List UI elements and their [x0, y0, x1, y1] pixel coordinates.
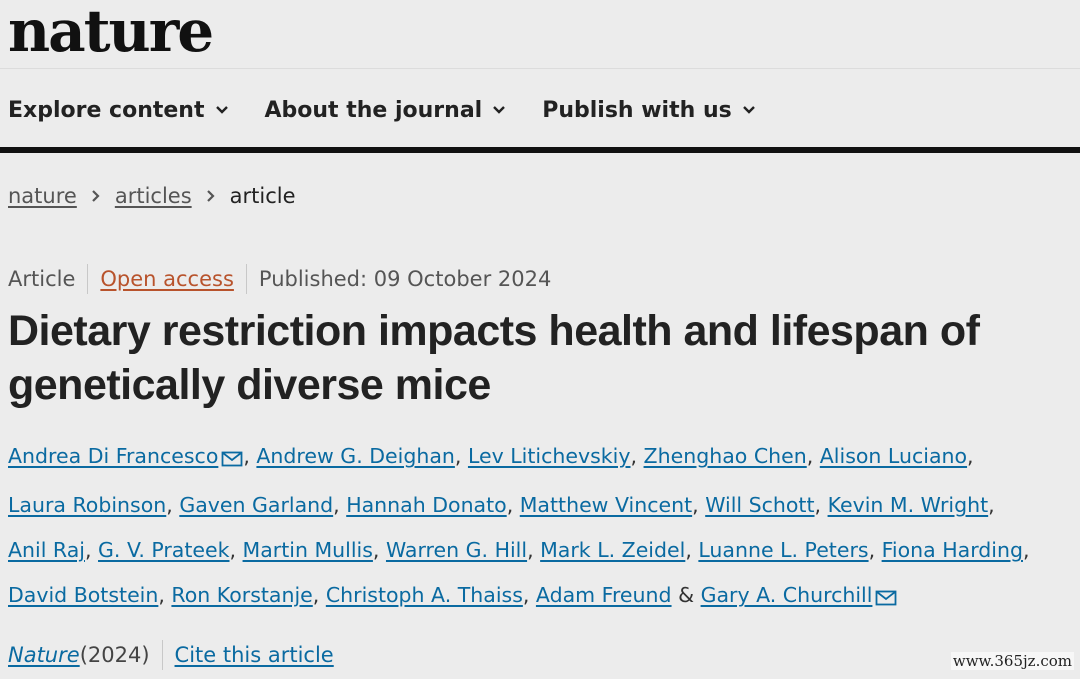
breadcrumb-link-articles[interactable]: articles — [114, 184, 192, 208]
author-separator: , — [1022, 538, 1030, 562]
author-link[interactable]: Zhenghao Chen — [643, 444, 807, 468]
author-link[interactable]: Kevin M. Wright — [827, 493, 989, 517]
breadcrumb-current: article — [229, 184, 296, 208]
author-link[interactable]: Warren G. Hill — [385, 538, 528, 562]
author-link[interactable]: Alison Luciano — [819, 444, 968, 468]
author-link[interactable]: Fiona Harding — [881, 538, 1023, 562]
author-link[interactable]: Andrew G. Deighan — [256, 444, 455, 468]
author-separator: , — [988, 493, 995, 517]
author-separator: , — [372, 538, 386, 562]
header-bar — [0, 147, 1080, 153]
nav-about-the-journal-label: About the journal — [264, 97, 483, 123]
nature-logo[interactable]: nature — [8, 0, 214, 65]
author-link[interactable]: Matthew Vincent — [519, 493, 693, 517]
author-link[interactable]: David Botstein — [8, 583, 159, 607]
author-separator: , — [243, 444, 257, 468]
author-link[interactable]: Martin Mullis — [242, 538, 373, 562]
chevron-right-icon — [206, 189, 216, 203]
author-link[interactable]: Gaven Garland — [179, 493, 334, 517]
published-date: Published: 09 October 2024 — [258, 267, 552, 291]
author-separator: , — [527, 538, 541, 562]
citation-year: (2024) — [79, 643, 150, 667]
main-nav: Explore content About the journal Publis… — [8, 88, 792, 132]
author-separator: , — [158, 583, 172, 607]
meta-divider — [87, 264, 89, 294]
open-access-link[interactable]: Open access — [100, 267, 234, 291]
author-link[interactable]: Will Schott — [705, 493, 815, 517]
chevron-down-icon — [493, 106, 506, 114]
citation: Nature (2024) Cite this article — [8, 640, 334, 670]
author-link[interactable]: Hannah Donato — [346, 493, 507, 517]
article-meta: Article Open access Published: 09 Octobe… — [8, 264, 551, 294]
author-separator: , — [522, 583, 536, 607]
breadcrumb-link-nature[interactable]: nature — [8, 184, 77, 208]
nav-about-the-journal[interactable]: About the journal — [265, 98, 507, 123]
email-icon[interactable] — [221, 438, 243, 483]
watermark: www.365jz.com — [950, 652, 1074, 670]
author-link[interactable]: G. V. Prateek — [98, 538, 230, 562]
author-separator: , — [814, 493, 828, 517]
author-link[interactable]: Andrea Di Francesco — [8, 444, 219, 468]
author-list: Andrea Di Francesco, Andrew G. Deighan, … — [8, 434, 1076, 622]
author-link[interactable]: Christoph A. Thaiss — [325, 583, 523, 607]
citation-divider — [161, 640, 163, 670]
author-separator: , — [312, 583, 326, 607]
chevron-down-icon — [742, 106, 755, 114]
author-link[interactable]: Lev Litichevskiy — [467, 444, 631, 468]
author-separator: , — [333, 493, 347, 517]
nav-publish-with-us[interactable]: Publish with us — [542, 98, 756, 123]
email-icon[interactable] — [875, 577, 897, 622]
meta-divider — [245, 264, 247, 294]
author-link[interactable]: Adam Freund — [535, 583, 672, 607]
article-type: Article — [8, 267, 76, 291]
nav-explore-content-label: Explore content — [8, 97, 205, 123]
author-link[interactable]: Mark L. Zeidel — [540, 538, 686, 562]
author-link[interactable]: Laura Robinson — [8, 493, 167, 517]
author-link[interactable]: Ron Korstanje — [171, 583, 313, 607]
header-divider — [0, 68, 1080, 69]
author-separator: & — [671, 583, 701, 607]
author-separator: , — [229, 538, 243, 562]
author-separator: , — [454, 444, 468, 468]
journal-link[interactable]: Nature — [8, 643, 80, 667]
nav-explore-content[interactable]: Explore content — [8, 98, 229, 123]
chevron-right-icon — [91, 189, 101, 203]
article-title: Dietary restriction impacts health and l… — [8, 307, 980, 409]
author-link[interactable]: Anil Raj — [8, 538, 85, 562]
author-separator: , — [166, 493, 180, 517]
author-separator: , — [806, 444, 820, 468]
author-separator: , — [692, 493, 706, 517]
author-separator: , — [967, 444, 974, 468]
author-separator: , — [868, 538, 882, 562]
author-separator: , — [685, 538, 699, 562]
breadcrumb: nature articles article — [8, 184, 296, 208]
author-link[interactable]: Luanne L. Peters — [698, 538, 869, 562]
cite-this-article-link[interactable]: Cite this article — [174, 643, 334, 667]
author-separator: , — [630, 444, 644, 468]
author-separator: , — [506, 493, 520, 517]
nav-publish-with-us-label: Publish with us — [542, 97, 732, 123]
author-link[interactable]: Gary A. Churchill — [700, 583, 873, 607]
chevron-down-icon — [215, 106, 228, 114]
author-separator: , — [84, 538, 99, 562]
